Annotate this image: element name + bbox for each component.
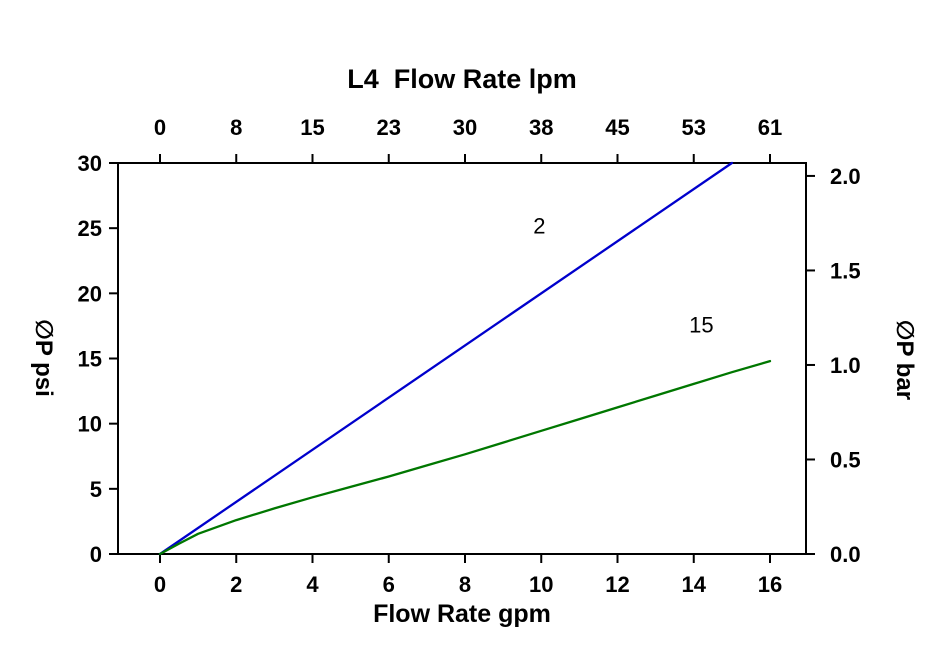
bottom-axis-tick-label: 2 bbox=[230, 572, 242, 597]
right-axis-tick-label: 0.0 bbox=[830, 542, 861, 567]
top-axis-tick-label: 0 bbox=[154, 115, 166, 140]
right-axis-tick-label: 0.5 bbox=[830, 447, 861, 472]
top-axis-tick-label: 8 bbox=[230, 115, 242, 140]
top-axis-title: L4 Flow Rate lpm bbox=[347, 64, 577, 94]
right-axis-tick-label: 1.0 bbox=[830, 353, 861, 378]
plot-area-border bbox=[117, 162, 807, 555]
top-axis-tick-label: 30 bbox=[453, 115, 477, 140]
series-line-15 bbox=[158, 359, 772, 556]
bottom-axis-tick-label: 16 bbox=[758, 572, 782, 597]
right-axis-tick-label: 1.5 bbox=[830, 258, 861, 283]
bottom-axis-tick-label: 10 bbox=[529, 572, 553, 597]
left-axis-title: ∅P psi bbox=[30, 319, 57, 396]
left-axis-tick-label: 25 bbox=[78, 216, 102, 241]
data-series: 2 15 bbox=[158, 161, 772, 556]
left-axis-tick-label: 30 bbox=[78, 151, 102, 176]
left-axis-tick-label: 5 bbox=[90, 477, 102, 502]
right-axis-title: ∅P bar bbox=[891, 320, 918, 400]
series-label-2: 2 bbox=[533, 213, 545, 238]
right-axis-tick-label: 2.0 bbox=[830, 164, 861, 189]
bottom-axis-tick-label: 4 bbox=[306, 572, 319, 597]
top-axis-tick-label: 61 bbox=[758, 115, 782, 140]
top-axis-tick-label: 15 bbox=[300, 115, 324, 140]
left-axis-tick-label: 0 bbox=[90, 542, 102, 567]
top-axis-tick-label: 23 bbox=[377, 115, 401, 140]
bottom-axis-tick-label: 0 bbox=[154, 572, 166, 597]
bottom-axis-tick-label: 6 bbox=[383, 572, 395, 597]
series-label-15: 15 bbox=[689, 312, 713, 337]
axis-ticks: 0 2 4 6 8 10 12 14 16 0 8 15 23 30 38 45 53 61 0 5 10 15 20 25 3… bbox=[78, 115, 861, 597]
top-axis-tick-label: 53 bbox=[682, 115, 706, 140]
series-line-2 bbox=[158, 161, 734, 556]
left-axis-tick-label: 15 bbox=[78, 347, 102, 372]
left-axis-tick-label: 10 bbox=[78, 412, 102, 437]
bottom-axis-tick-label: 14 bbox=[682, 572, 707, 597]
top-axis-tick-label: 45 bbox=[605, 115, 629, 140]
top-axis-tick-label: 38 bbox=[529, 115, 553, 140]
bottom-axis-tick-label: 8 bbox=[459, 572, 471, 597]
bottom-axis-title: Flow Rate gpm bbox=[373, 600, 551, 628]
left-axis-tick-label: 20 bbox=[78, 281, 102, 306]
bottom-axis-tick-label: 12 bbox=[605, 572, 629, 597]
